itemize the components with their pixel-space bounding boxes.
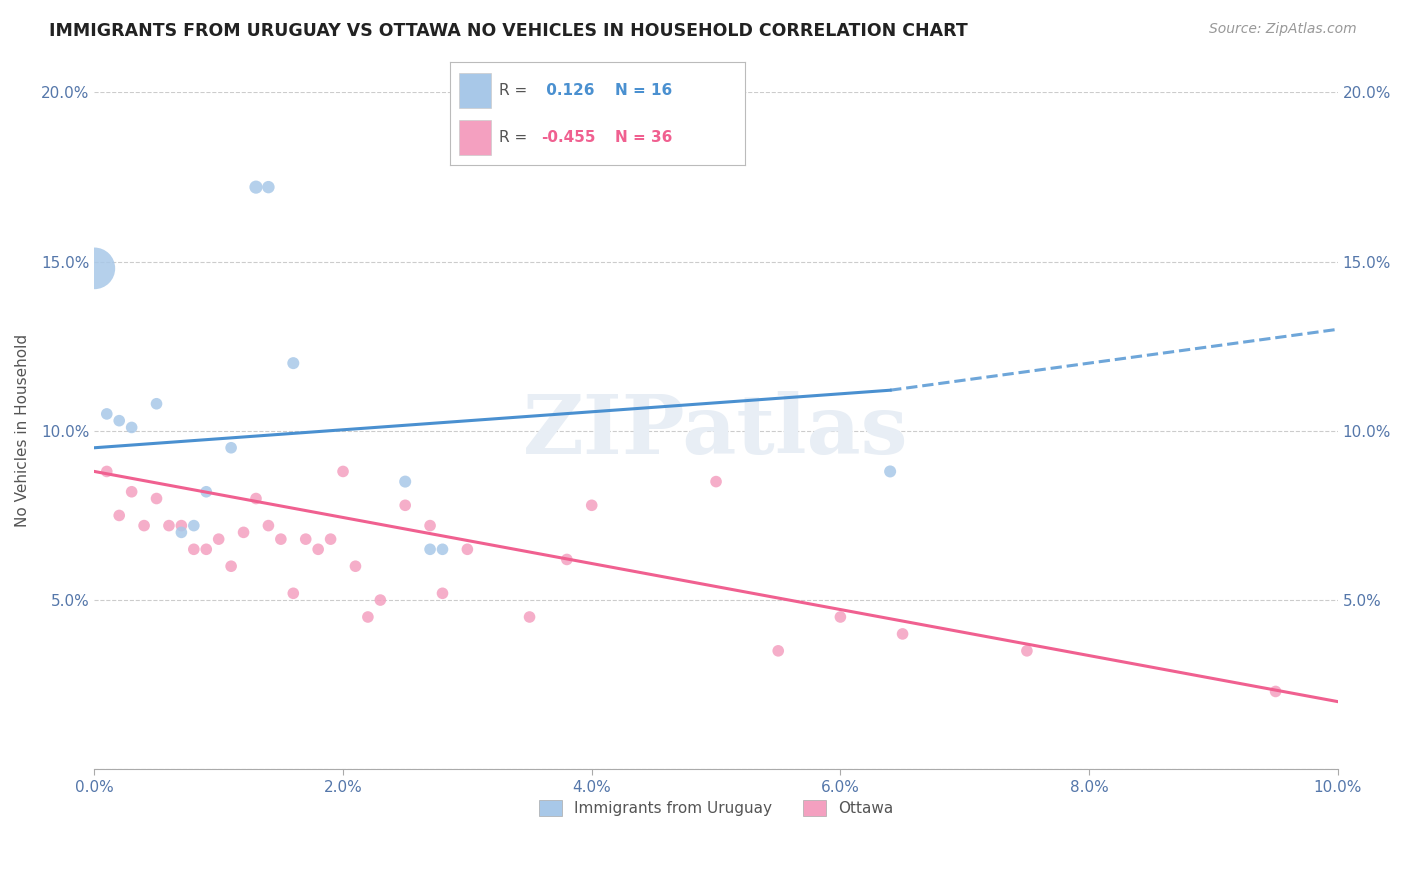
Point [432,586,454,600]
Text: Source: ZipAtlas.com: Source: ZipAtlas.com [1209,22,1357,37]
Point [704,475,727,489]
Point [157,518,180,533]
Point [307,542,329,557]
Point [555,552,578,566]
Point [96,407,118,421]
Point [208,532,231,546]
Point [581,498,603,512]
Point [183,518,205,533]
Point [257,180,280,194]
Point [830,610,852,624]
Point [456,542,478,557]
Point [108,414,131,428]
Point [121,420,143,434]
Point [257,518,280,533]
Point [419,542,441,557]
Point [1264,684,1286,698]
Point [519,610,541,624]
Point [145,491,167,506]
Point [245,491,267,506]
Point [170,525,193,540]
Text: N = 36: N = 36 [616,130,672,145]
Point [96,465,118,479]
Point [183,542,205,557]
Point [768,644,790,658]
FancyBboxPatch shape [458,73,491,108]
Point [270,532,292,546]
Text: R =: R = [499,130,531,145]
Point [195,484,218,499]
Point [370,593,392,607]
Point [332,465,354,479]
Point [294,532,316,546]
Point [1015,644,1038,658]
Point [219,559,242,574]
Y-axis label: No Vehicles in Household: No Vehicles in Household [15,334,30,527]
Point [432,542,454,557]
Point [121,484,143,499]
Point [319,532,342,546]
Legend: Immigrants from Uruguay, Ottawa: Immigrants from Uruguay, Ottawa [533,795,900,822]
Point [132,518,155,533]
Text: -0.455: -0.455 [541,130,596,145]
Point [219,441,242,455]
Point [357,610,380,624]
Point [232,525,254,540]
Point [83,261,105,276]
Point [108,508,131,523]
Point [145,397,167,411]
Text: N = 16: N = 16 [616,83,672,97]
Point [394,498,416,512]
Point [394,475,416,489]
Text: R =: R = [499,83,531,97]
Text: 0.126: 0.126 [541,83,595,97]
Point [195,542,218,557]
Point [891,627,914,641]
Point [283,586,305,600]
Point [245,180,267,194]
Text: IMMIGRANTS FROM URUGUAY VS OTTAWA NO VEHICLES IN HOUSEHOLD CORRELATION CHART: IMMIGRANTS FROM URUGUAY VS OTTAWA NO VEH… [49,22,967,40]
FancyBboxPatch shape [458,120,491,155]
Point [170,518,193,533]
Point [419,518,441,533]
Point [879,465,901,479]
Point [344,559,367,574]
Text: ZIPatlas: ZIPatlas [523,391,908,471]
Point [283,356,305,370]
